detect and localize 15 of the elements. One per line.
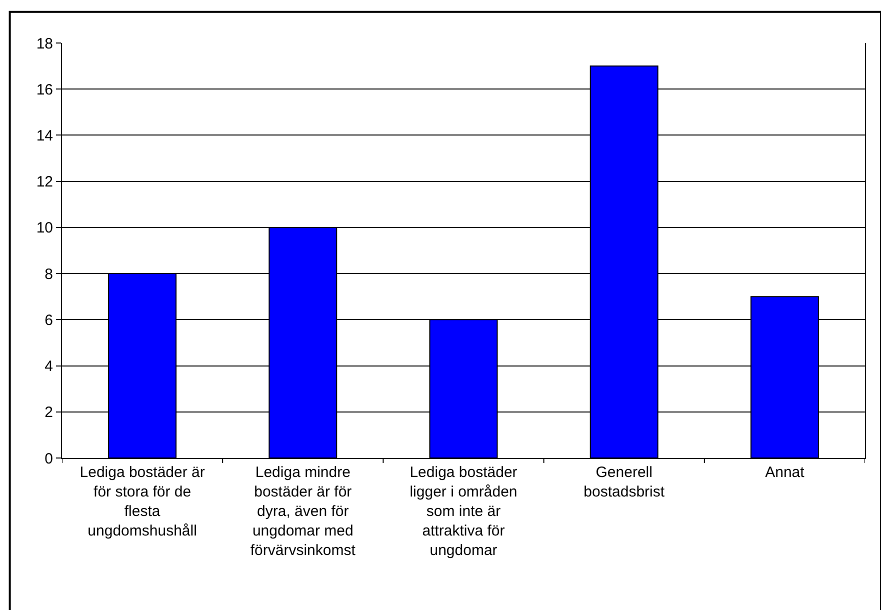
x-tick-label: Lediga bostäder är för stora för de flesta ungdomshushåll <box>80 464 205 540</box>
y-tick-label: 6 <box>44 312 53 329</box>
y-tick-label: 0 <box>44 450 53 468</box>
y-tick-label: 16 <box>36 81 53 98</box>
y-tick-label: 12 <box>36 174 53 191</box>
y-tick-label: 4 <box>44 358 53 376</box>
x-tick-label: Annat <box>765 464 806 481</box>
y-tick-label: 8 <box>44 266 53 283</box>
y-tick-label: 2 <box>44 404 53 422</box>
x-tick-label: Lediga mindre bostäder är för dyra, även för ungdomar med förvärvsinkomst <box>250 464 356 559</box>
x-tick-label: Generell bostadsbrist <box>584 464 666 500</box>
y-tick-label: 14 <box>36 127 53 144</box>
y-tick-label: 10 <box>36 220 53 237</box>
x-tick-label: Lediga bostäder ligger i områden som inte är attraktiva för ungdomar <box>410 464 518 559</box>
y-tick-label: 18 <box>36 35 53 52</box>
